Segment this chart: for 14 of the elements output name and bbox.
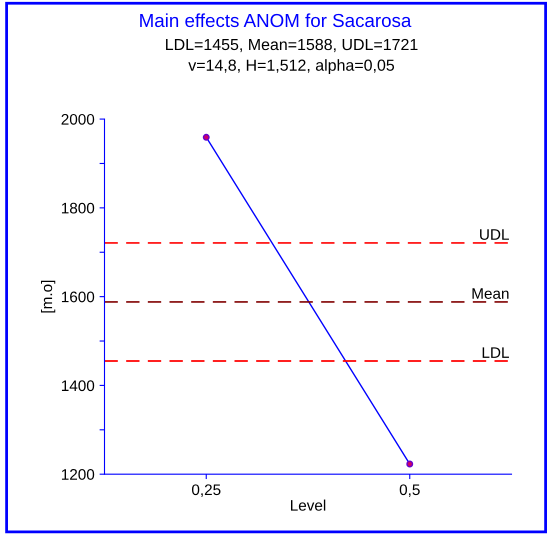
x-tick-label: 0,5 xyxy=(400,484,420,497)
chart-title: Main effects ANOM for Sacarosa xyxy=(140,13,412,28)
x-axis-title: Level xyxy=(290,500,326,511)
y-tick-label: 2000 xyxy=(62,114,94,125)
y-tick-label: 1800 xyxy=(62,202,94,214)
ref-line-label: LDL xyxy=(482,347,509,358)
x-tick-label: 0,25 xyxy=(192,484,220,497)
y-tick-label: 1400 xyxy=(62,380,94,392)
ref-line-label: Mean xyxy=(472,288,508,299)
chart-subtitle: LDL=1455, Mean=1588, UDL=1721 v=14,8, H=1,512, alpha=0,05 xyxy=(166,38,418,74)
y-tick-label: 1600 xyxy=(62,292,94,302)
y-axis-title: [m.o] xyxy=(40,280,56,313)
y-tick-label: 1200 xyxy=(62,469,94,480)
ref-line-label: UDL xyxy=(480,229,509,240)
